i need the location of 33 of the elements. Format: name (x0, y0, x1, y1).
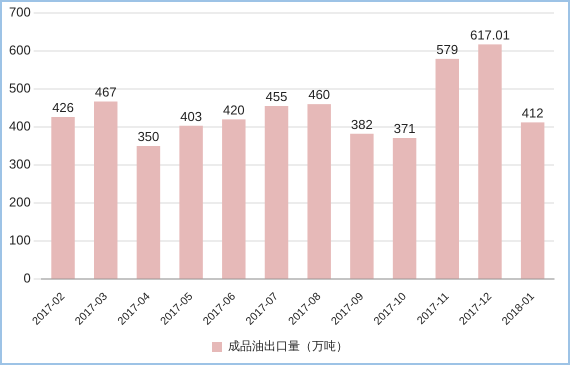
data-label: 382 (351, 116, 373, 132)
bar (392, 138, 416, 279)
y-tick-label: 0 (23, 270, 31, 286)
bar (51, 117, 75, 279)
data-label: 420 (222, 102, 245, 118)
legend-label: 成品油出口量（万吨） (228, 339, 348, 354)
bar (436, 58, 460, 279)
bar (222, 119, 246, 279)
y-tick-label: 700 (8, 4, 31, 20)
data-label: 460 (308, 87, 330, 102)
y-tick-label: 200 (8, 194, 31, 210)
bar (264, 106, 288, 279)
data-label: 412 (522, 105, 544, 120)
y-tick-label: 500 (8, 80, 31, 96)
bar (350, 134, 374, 279)
bar (520, 122, 544, 279)
bar (179, 126, 203, 279)
bar (307, 104, 331, 279)
y-tick-label: 100 (8, 232, 31, 248)
y-tick-label: 300 (8, 156, 31, 172)
data-label: 403 (180, 108, 202, 124)
data-label: 371 (394, 121, 416, 136)
bar (136, 146, 160, 279)
data-label: 426 (52, 100, 74, 116)
y-tick-label: 600 (8, 42, 31, 58)
y-tick-label: 400 (8, 118, 31, 134)
data-label: 467 (94, 84, 117, 100)
bar (478, 44, 502, 279)
data-label: 455 (266, 89, 288, 104)
data-label: 617.01 (470, 27, 510, 42)
data-label: 350 (138, 129, 160, 144)
bar (94, 101, 118, 279)
data-label: 579 (436, 42, 458, 57)
